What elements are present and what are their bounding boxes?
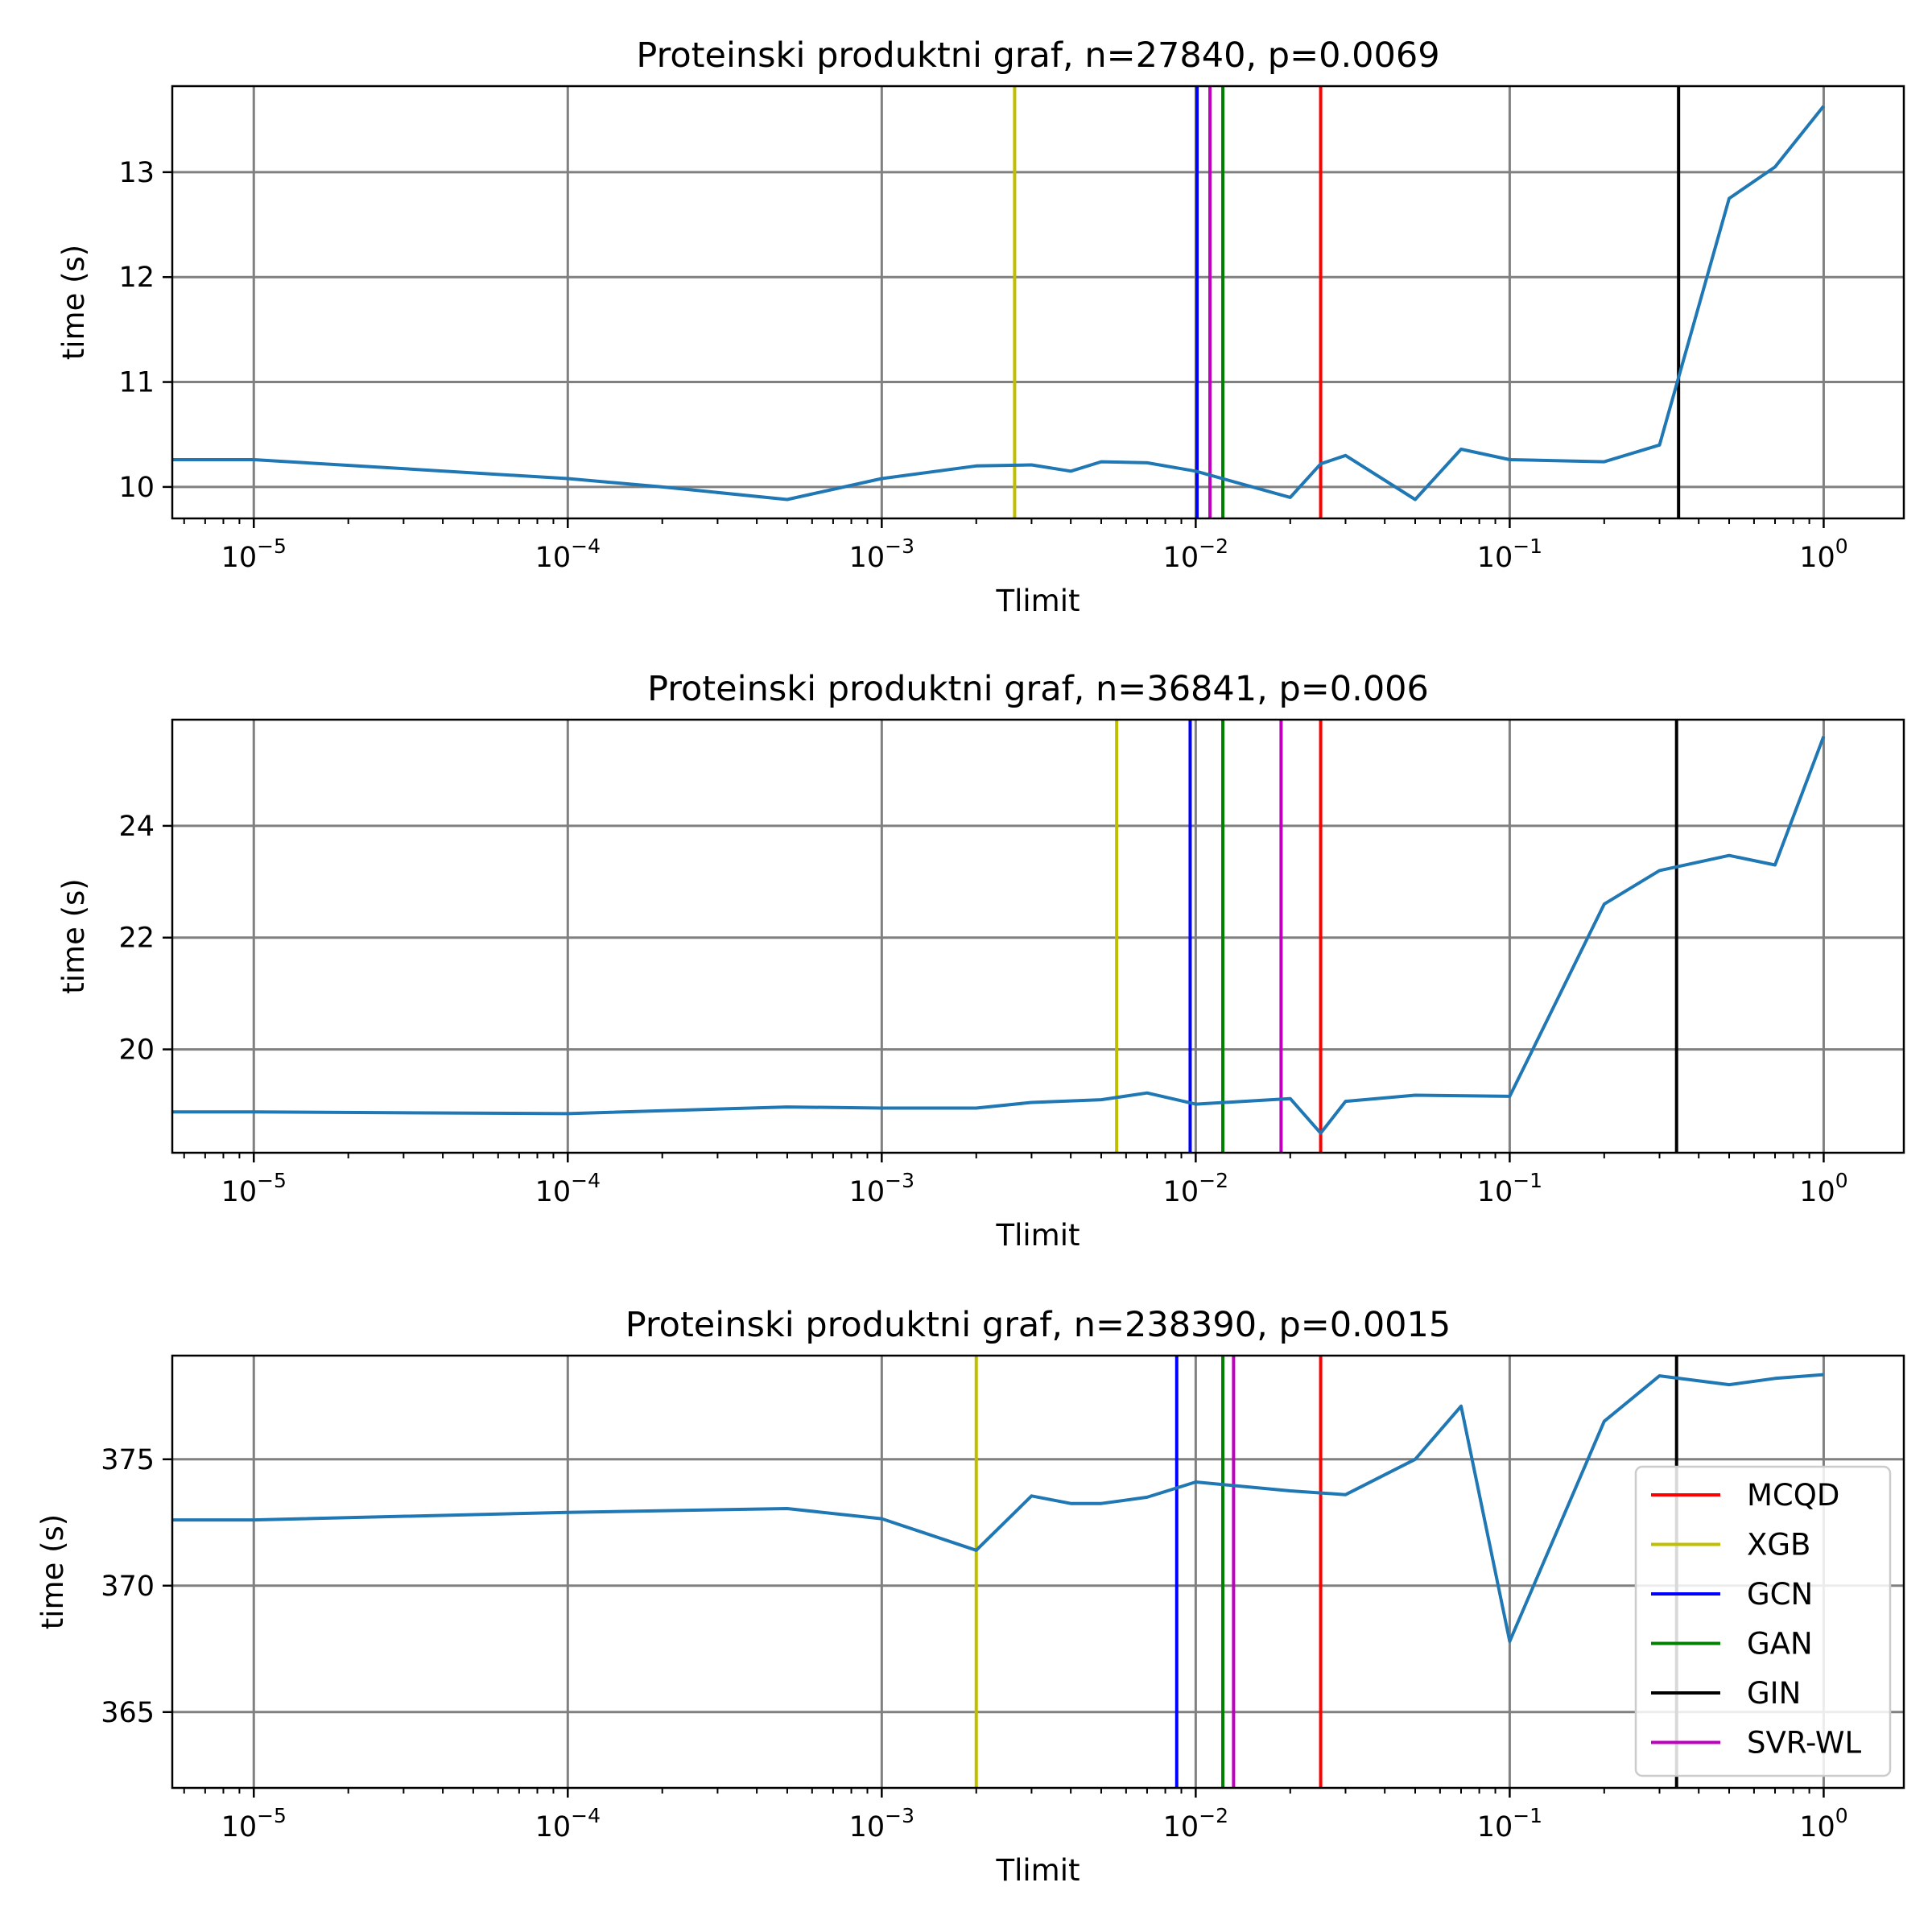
legend: MCQD XGB GCN GAN GIN SVR-WL	[1634, 1465, 1892, 1777]
x-tick-label: 10−2	[1163, 1169, 1228, 1208]
x-tick-label: 10−1	[1477, 1804, 1542, 1843]
x-tick-label: 10−2	[1163, 535, 1228, 574]
series-line	[172, 736, 1826, 1135]
y-tick-label: 370	[101, 1571, 155, 1603]
chart-title: Proteinski produktni graf, n=36841, p=0.…	[647, 669, 1429, 709]
x-tick-label: 10−2	[1163, 1804, 1228, 1843]
plot-frame	[171, 1354, 1905, 1790]
x-axis-label: Tlimit	[996, 1218, 1080, 1253]
y-axis-label: time (s)	[35, 1514, 70, 1630]
y-tick-label: 10	[118, 472, 155, 504]
legend-label-gin: GIN	[1747, 1676, 1801, 1711]
y-axis-label: time (s)	[56, 245, 91, 361]
x-tick-label: 10−3	[849, 1804, 914, 1843]
legend-label-xgb: XGB	[1747, 1528, 1810, 1563]
y-tick-label: 22	[118, 923, 155, 955]
chart-title: Proteinski produktni graf, n=27840, p=0.…	[636, 35, 1439, 76]
x-tick-label: 100	[1799, 1169, 1847, 1208]
x-tick-label: 10−4	[535, 1169, 601, 1208]
plot-frame	[171, 85, 1905, 520]
legend-label-svr-wl: SVR-WL	[1747, 1726, 1861, 1761]
x-tick-label: 10−3	[849, 1169, 914, 1208]
x-tick-label: 100	[1799, 535, 1847, 574]
y-tick-label: 20	[118, 1034, 155, 1067]
chart-panel-1: 10−5 10−4 10−3 10−2 10−1 100 10 11 12 13 Proteinsk…	[56, 35, 1905, 618]
x-axis-label: Tlimit	[996, 584, 1080, 618]
x-tick-label: 10−3	[849, 535, 914, 574]
y-tick-label: 375	[101, 1444, 155, 1476]
chart-panel-3: 10−5 10−4 10−3 10−2 10−1 100 365 370 375 Proteins…	[35, 1305, 1905, 1888]
legend-label-mcqd: MCQD	[1747, 1478, 1839, 1513]
series-line	[172, 1373, 1824, 1643]
x-tick-label: 10−1	[1477, 535, 1542, 574]
x-tick-label: 10−4	[535, 1804, 601, 1843]
chart-panel-2: 10−5 10−4 10−3 10−2 10−1 100 20 22 24 Proteinski …	[56, 669, 1905, 1253]
y-tick-label: 12	[118, 262, 155, 294]
legend-label-gcn: GCN	[1747, 1577, 1813, 1612]
x-tick-label: 10−5	[221, 1169, 287, 1208]
x-tick-label: 10−1	[1477, 1169, 1542, 1208]
x-tick-label: 10−5	[221, 1804, 287, 1843]
y-tick-label: 365	[101, 1697, 155, 1729]
x-tick-label: 10−5	[221, 535, 287, 574]
series-line	[172, 105, 1825, 502]
y-axis-label: time (s)	[56, 878, 91, 994]
plot-frame	[171, 718, 1905, 1154]
legend-label-gan: GAN	[1747, 1627, 1813, 1662]
x-axis-label: Tlimit	[996, 1853, 1080, 1888]
y-tick-label: 13	[118, 157, 155, 189]
y-tick-label: 24	[118, 811, 155, 843]
x-tick-label: 100	[1799, 1804, 1847, 1843]
x-tick-label: 10−4	[535, 535, 601, 574]
chart-title: Proteinski produktni graf, n=238390, p=0…	[625, 1305, 1451, 1345]
y-tick-label: 11	[118, 367, 155, 399]
